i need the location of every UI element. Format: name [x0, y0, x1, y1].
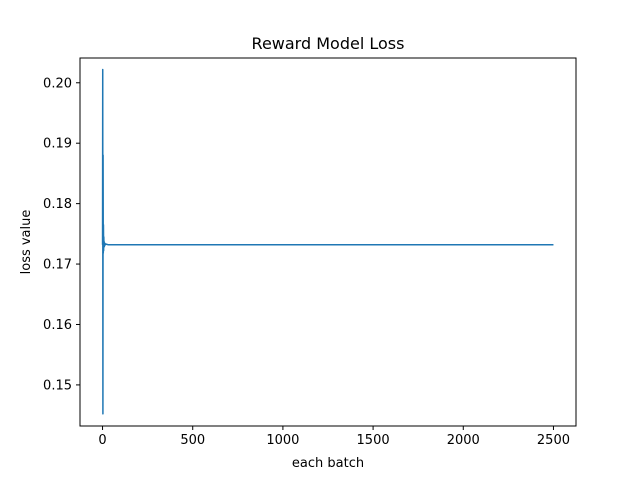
- y-tick-label: 0.17: [43, 258, 72, 273]
- plot-area: [79, 57, 577, 427]
- x-tick-label: 2500: [537, 433, 570, 448]
- x-axis-label: each batch: [292, 456, 364, 471]
- plot-frame: [79, 57, 577, 427]
- y-tick-label: 0.20: [43, 76, 72, 91]
- loss-series-line: [101, 68, 554, 415]
- axis-ticks: 0 500 1000 1500 2000 2500 0.15 0.16 0.17 0.18 0.19…: [43, 76, 570, 448]
- y-tick-label: 0.19: [43, 137, 72, 152]
- x-tick-label: 500: [180, 433, 205, 448]
- y-tick-label: 0.18: [43, 197, 72, 212]
- x-tick-label: 2000: [447, 433, 480, 448]
- series-layer: [101, 68, 554, 415]
- y-axis-label: loss value: [19, 210, 34, 275]
- y-tick-label: 0.15: [43, 378, 72, 393]
- x-tick-label: 1500: [357, 433, 390, 448]
- x-tick-label: 0: [98, 433, 106, 448]
- y-tick-label: 0.16: [43, 318, 72, 333]
- chart-title: Reward Model Loss: [252, 34, 405, 53]
- x-tick-label: 1000: [266, 433, 299, 448]
